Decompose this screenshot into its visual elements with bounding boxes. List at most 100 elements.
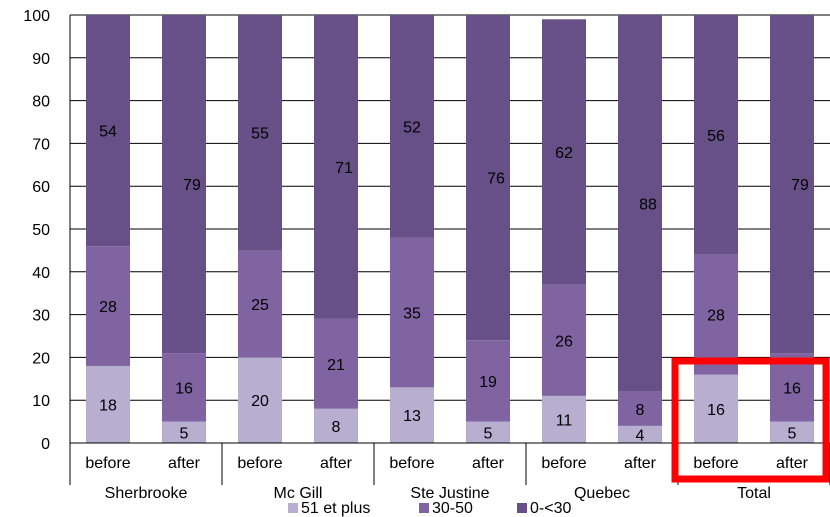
bar-value-label: 79 [183,177,201,194]
x-category-label: after [320,455,353,472]
bar-value-label: 54 [99,124,117,141]
bar-segment [162,421,206,443]
bar-segment [238,250,282,358]
bar-value-label: 28 [99,299,117,316]
legend-swatch [419,503,429,513]
bar-segment [542,395,586,443]
bar-value-label: 25 [251,297,269,314]
bar-value-label: 28 [707,308,725,325]
x-category-label: before [389,455,434,472]
x-category-label: after [168,455,201,472]
x-group-label: Quebec [574,485,630,502]
x-category-label: before [237,455,282,472]
bar-value-label: 35 [403,305,421,322]
bar-value-label: 16 [175,380,193,397]
x-category-label: before [541,455,586,472]
bar-value-label: 19 [479,374,497,391]
bar-value-label: 88 [639,196,657,213]
bar-segment [314,15,358,319]
y-tick-label: 20 [32,350,50,367]
bar-segment [466,15,510,341]
bar-segment [390,387,434,443]
bar-segment [694,254,738,375]
bar-value-label: 18 [99,397,117,414]
bar-segment [770,353,814,422]
legend-swatch [288,503,298,513]
bar-segment [238,357,282,443]
y-tick-label: 10 [32,393,50,410]
legend-label: 30-50 [432,500,473,517]
bar-segment [314,318,358,409]
bar-segment [238,15,282,251]
bar-value-label: 26 [555,333,573,350]
bar-segment [466,421,510,443]
y-tick-label: 40 [32,265,50,282]
bar-value-label: 8 [332,419,341,436]
bar-segment [694,374,738,443]
bar-value-label: 71 [335,160,353,177]
bar-segment [86,15,130,247]
legend-label: 51 et plus [301,500,370,517]
bar-segment [770,15,814,354]
bar-segment [542,284,586,396]
y-tick-label: 100 [23,8,50,25]
bar-value-label: 56 [707,128,725,145]
bar-segment [542,19,586,285]
bar-value-label: 76 [487,171,505,188]
x-category-label: before [693,455,738,472]
bar-segments [86,15,814,443]
x-axis-group-labels: Sherbrooke Mc Gill Ste Justine Quebec Total [105,485,771,502]
x-category-label: before [85,455,130,472]
highlight-rectangle [671,357,830,483]
bar-segment [314,408,358,443]
bar-value-label: 4 [636,427,645,444]
x-category-label: after [624,455,657,472]
y-tick-label: 60 [32,179,50,196]
x-group-label: Total [737,485,771,502]
bar-segment [618,391,662,426]
bar-value-label: 55 [251,126,269,143]
x-category-label: after [776,455,809,472]
y-tick-label: 50 [32,222,50,239]
bar-segment [466,340,510,422]
highlight-box [671,357,830,483]
bar-segment [618,15,662,392]
bar-segment [618,425,662,443]
bar-segment [162,15,206,354]
bar-segment [694,15,738,255]
y-tick-label: 0 [41,436,50,453]
bar-value-label: 16 [707,402,725,419]
x-group-label: Mc Gill [274,485,323,502]
x-axis-category-labels: before after before after before after before a… [85,455,808,472]
bar-segment [86,246,130,366]
legend: 51 et plus 30-50 0-<30 [288,500,571,517]
legend-swatch [517,503,527,513]
x-category-label: after [472,455,505,472]
bar-value-label: 52 [403,119,421,136]
y-tick-label: 70 [32,136,50,153]
bar-value-label: 79 [791,177,809,194]
y-tick-label: 80 [32,94,50,111]
bar-value-label: 5 [788,425,797,442]
y-axis-tick-labels: 0 10 20 30 40 50 60 70 80 90 100 [23,8,50,453]
bar-segment [390,237,434,388]
bar-value-label: 11 [556,412,573,429]
bar-value-label: 5 [484,425,493,442]
bar-value-label: 20 [251,393,269,410]
bar-value-label: 16 [783,380,801,397]
bar-segment [770,421,814,443]
bar-segment [390,15,434,238]
y-tick-label: 90 [32,51,50,68]
bar-value-label: 5 [180,425,189,442]
bar-value-label: 21 [327,357,345,374]
bar-value-label: 8 [636,402,645,419]
bar-segment [162,353,206,422]
segment-value-labels: 18 28 54 5 16 79 20 25 55 8 21 71 13 35 52 5 19 76 11 26 62 4… [99,119,809,444]
bar-value-label: 13 [403,408,421,425]
bar-value-label: 62 [555,145,573,162]
x-group-label: Ste Justine [410,485,489,502]
legend-label: 0-<30 [530,500,571,517]
y-tick-label: 30 [32,308,50,325]
x-group-label: Sherbrooke [105,485,188,502]
